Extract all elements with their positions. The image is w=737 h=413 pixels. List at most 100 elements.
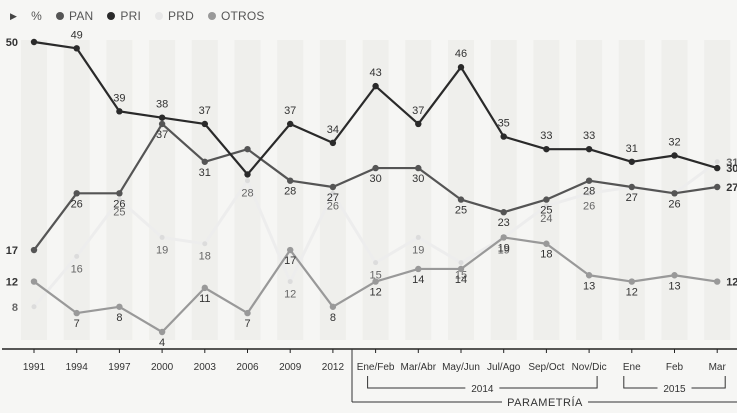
data-point-pan (415, 164, 422, 172)
legend-item-prd: PRD (155, 9, 194, 23)
data-point-pri (372, 82, 379, 90)
background-band (661, 40, 688, 340)
data-label-otros: 13 (583, 280, 595, 292)
data-point-pan (457, 196, 465, 203)
data-point-pri (543, 145, 550, 153)
data-label-pri: 32 (668, 136, 680, 148)
data-label-pri: 34 (327, 124, 339, 136)
data-point-pan (116, 190, 123, 197)
legend-label: PAN (69, 9, 94, 23)
data-label-pri: 37 (199, 105, 211, 117)
data-label-pan: 28 (284, 186, 296, 198)
data-point-pri (714, 164, 721, 172)
data-point-pri (585, 145, 593, 153)
data-point-pan (30, 246, 38, 254)
data-label-prd: 19 (156, 244, 168, 256)
data-point-otros (543, 240, 550, 247)
background-band (362, 40, 389, 340)
data-point-prd (373, 260, 379, 266)
group-label-2014: 2014 (471, 384, 494, 395)
data-label-otros: 12 (626, 287, 638, 299)
data-label-pri: 49 (71, 29, 83, 41)
data-label-prd: 26 (327, 200, 339, 212)
data-label-pan: 25 (540, 205, 552, 217)
background-band (448, 40, 474, 340)
data-point-otros (415, 265, 422, 273)
data-label-pri: 43 (369, 67, 381, 79)
data-point-prd (543, 203, 549, 209)
data-label-otros: 4 (159, 337, 165, 349)
data-point-otros (116, 303, 123, 310)
data-label-otros: 7 (244, 318, 250, 330)
data-label-pan: 30 (369, 173, 381, 185)
data-point-pan (73, 190, 80, 197)
x-tick-label: Ene (623, 362, 641, 373)
data-label-pan: 17 (6, 245, 18, 257)
background-band (234, 40, 261, 340)
data-point-prd (202, 241, 208, 247)
data-point-otros (372, 278, 379, 285)
data-point-pan (372, 164, 379, 172)
data-label-otros: 7 (74, 318, 80, 330)
data-point-otros (158, 328, 166, 336)
legend-swatch (107, 12, 116, 20)
data-point-otros (714, 278, 721, 285)
data-point-pan (500, 209, 507, 216)
data-point-pan (244, 145, 251, 153)
data-point-otros (244, 309, 251, 317)
data-label-pri: 30 (726, 163, 737, 175)
data-label-otros: 14 (412, 274, 424, 286)
x-tick-label: Ene/Feb (357, 362, 395, 373)
data-point-prd (159, 234, 165, 240)
data-point-prd (714, 159, 720, 165)
data-label-pan: 30 (412, 173, 424, 185)
legend-swatch (207, 12, 216, 20)
background-band (277, 40, 304, 340)
data-label-pri: 37 (412, 105, 424, 117)
data-point-pri (457, 64, 465, 71)
data-point-pan (201, 158, 208, 165)
data-point-otros (671, 272, 678, 279)
data-label-pan: 26 (668, 198, 680, 210)
data-point-otros (30, 278, 38, 285)
x-tick-label: 2012 (322, 362, 345, 373)
x-tick-label: 2003 (194, 362, 217, 373)
data-label-pan: 26 (113, 198, 125, 210)
legend-label: PRD (168, 9, 194, 23)
data-label-prd: 12 (284, 289, 296, 301)
data-label-pri: 50 (6, 37, 18, 49)
background-band (63, 40, 90, 340)
x-tick-label: Feb (666, 362, 684, 373)
data-point-otros (457, 265, 465, 273)
data-label-otros: 18 (540, 249, 552, 261)
background-band (490, 40, 517, 340)
data-label-pan: 37 (156, 129, 168, 141)
data-point-prd (415, 234, 421, 240)
data-label-prd: 31 (726, 157, 737, 169)
data-label-pri: 31 (626, 143, 638, 155)
data-point-prd (287, 279, 293, 285)
data-label-prd: 19 (412, 244, 424, 256)
data-label-prd: 25 (113, 207, 125, 219)
legend-label: PRI (120, 9, 141, 23)
data-point-pri (287, 120, 294, 128)
data-label-otros: 19 (498, 242, 510, 254)
data-label-prd: 24 (540, 213, 552, 225)
data-point-otros (287, 246, 294, 254)
data-label-otros: 12 (726, 277, 737, 289)
data-point-otros (628, 278, 635, 285)
x-tick-label: Sep/Oct (528, 362, 564, 373)
data-label-pan: 27 (726, 182, 737, 194)
legend-item-pan: PAN (56, 9, 93, 23)
data-point-pan (628, 183, 635, 191)
data-point-pri (244, 171, 251, 178)
background-band (21, 40, 47, 340)
data-label-prd: 18 (199, 251, 211, 263)
data-label-otros: 12 (369, 287, 381, 299)
data-label-pan: 23 (498, 217, 510, 229)
data-label-pri: 33 (583, 130, 595, 142)
x-tick-label: 1994 (66, 362, 89, 373)
legend-swatch (155, 12, 163, 20)
group-label-2015: 2015 (663, 384, 686, 395)
data-label-prd: 28 (241, 188, 253, 200)
